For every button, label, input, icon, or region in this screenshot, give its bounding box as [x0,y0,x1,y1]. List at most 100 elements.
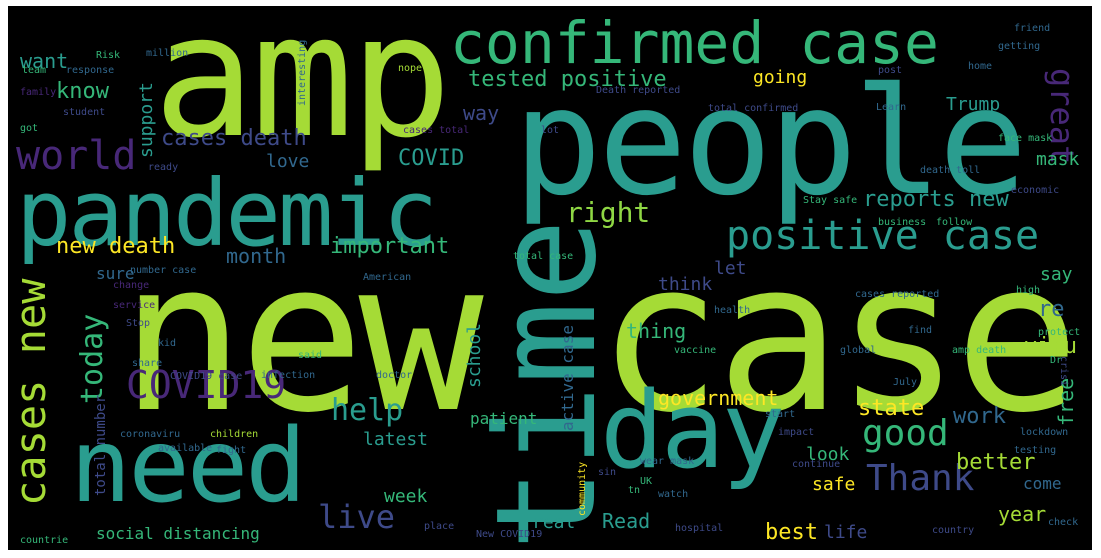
word: protect [1038,327,1081,338]
word: health [714,305,751,316]
word: check [1048,517,1079,528]
word: wear mask [640,456,695,467]
word: total confirmed [708,103,799,114]
word: July [893,377,918,388]
word: Stay safe [803,195,858,206]
word: sin [598,467,617,478]
word: coronaviru [120,429,181,440]
word: global [840,345,877,356]
word: said [298,350,323,361]
word-cloud: new case amp people time pandemic need d… [8,6,1092,550]
word: lot [541,125,560,136]
word: home [968,61,993,72]
word: new death [56,234,176,259]
word: community [577,461,588,516]
word: country [932,525,975,536]
word: latest [363,429,429,450]
word: death toll [920,165,981,176]
word: let [714,258,747,279]
word: infection [261,370,316,381]
word: find [908,325,933,336]
word: total case [513,251,574,262]
word: going [753,67,808,88]
word: COVID19 case [170,371,243,382]
word: economic [1011,185,1060,196]
word: know [56,79,109,104]
word: life [824,522,868,543]
word: people [513,56,1028,228]
word: cases total [403,125,470,136]
word: Trump [946,94,1001,115]
word: friend [1014,23,1051,34]
word: cases reported [855,289,940,300]
word: safe [812,474,856,495]
word: million [146,48,189,59]
word: team [22,65,47,76]
word: nope [398,63,423,74]
word: UK [640,476,653,487]
word: state [858,396,925,421]
word: confirmed case [450,9,939,77]
word: ready [148,162,179,173]
word: face mask [998,133,1053,144]
word: day [600,369,785,492]
word: total number [93,394,109,496]
word: mask [1036,149,1080,170]
word: patient [470,409,538,428]
word: tested positive [468,67,667,92]
word: help [331,393,404,428]
word: available [158,443,213,454]
word: Risk [96,50,121,61]
word: impact [778,427,815,438]
word: Dr [1050,355,1063,366]
word: cases death [161,126,307,151]
word: live [318,498,396,536]
word: countrie [20,535,69,546]
word: share [132,358,163,369]
word: amp [153,6,452,176]
word: response [66,65,115,76]
word: lockdown [1020,427,1069,438]
word: follow [936,217,973,228]
word: number case [130,265,197,276]
word: testing [1014,445,1057,456]
word: week [384,486,428,507]
word: active case [558,325,577,431]
word: Thank [866,458,975,499]
word: want [20,49,69,73]
word: tn [628,485,641,496]
word: think [658,274,713,295]
word: better [956,450,1036,475]
word: positive case [726,213,1040,259]
word: watch [658,489,689,500]
word: Learn [876,102,907,113]
word: student [63,107,106,118]
word: COVID19 [126,363,287,407]
word: change [113,280,150,291]
word: good [862,413,949,454]
word: business [878,217,927,228]
word: start [765,409,796,420]
word: sure [96,264,135,283]
word: say [1040,264,1073,285]
word: social distancing [96,524,260,543]
word: today [75,313,110,404]
word: love [266,151,310,172]
word: real [532,512,576,533]
word: thing [626,319,687,343]
word: month [226,244,287,268]
word: New COVID19 [476,529,543,540]
word: re [1038,297,1065,322]
word: continue [792,459,841,470]
word: family [20,87,57,98]
word: Death reported [596,85,681,96]
word: important [330,234,450,259]
word: need [70,407,307,526]
word: children [210,429,259,440]
word: vaccine [674,345,717,356]
word: cases new [8,278,55,506]
word: school [464,322,485,388]
word: interesting [297,39,308,106]
word: reports new [863,187,1009,212]
word: best [765,520,818,545]
